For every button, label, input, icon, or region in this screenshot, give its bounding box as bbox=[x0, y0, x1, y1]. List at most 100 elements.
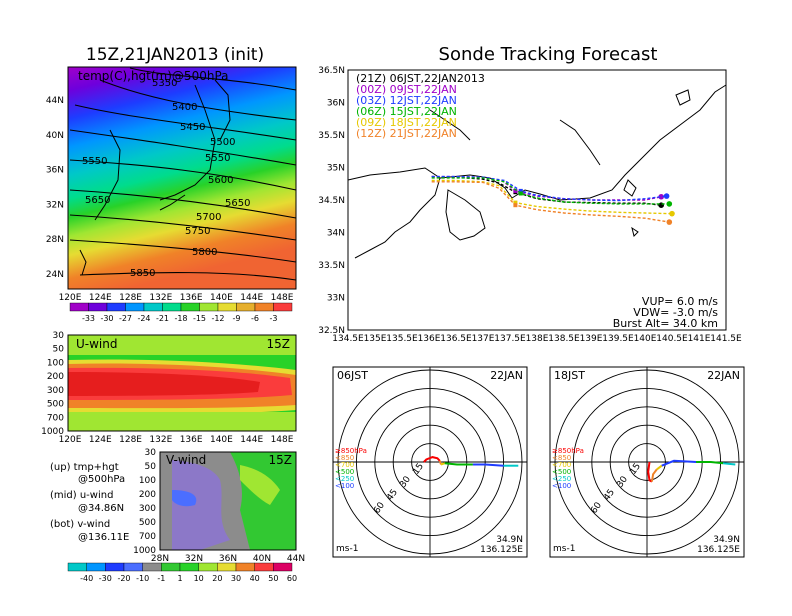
hodo-trace-segment bbox=[440, 462, 446, 466]
track-lon-tick: 135.5E bbox=[386, 334, 418, 344]
track-burst: Burst Alt= 34.0 km bbox=[613, 317, 718, 330]
map-lon-tick: 132E bbox=[149, 293, 172, 303]
temp-colorbar-label: -27 bbox=[119, 314, 132, 323]
temp-colorbar-label: -9 bbox=[233, 314, 241, 323]
wind-colorbar-swatch bbox=[235, 562, 255, 572]
contour-label: 5550 bbox=[82, 156, 107, 167]
track-burst-marker-03Z bbox=[518, 188, 523, 193]
hodo-lat: 34.9N bbox=[496, 535, 523, 545]
uwind-lon-tick: 136E bbox=[180, 435, 203, 445]
temp-colorbar-label: -18 bbox=[174, 314, 187, 323]
wind-colorbar-label: -30 bbox=[99, 574, 112, 583]
temp-colorbar-label: -15 bbox=[193, 314, 206, 323]
track-line-09Z bbox=[431, 179, 673, 215]
map-lat-tick: 28N bbox=[46, 235, 64, 245]
contour-label: 5400 bbox=[172, 102, 197, 113]
track-lon-tick: 139.5E bbox=[602, 334, 634, 344]
legend-bot: (bot) v-wind bbox=[50, 519, 110, 530]
track-lon-tick: 137E bbox=[472, 334, 495, 344]
track-lat-ticks: 36.5N 36N 35.5N 35N 34.5N 34N 33.5N 33N 32.5N bbox=[318, 66, 345, 336]
track-lat-tick: 33.5N bbox=[318, 261, 345, 271]
temp-colorbar-swatch bbox=[236, 302, 256, 312]
contour-label: 5350 bbox=[152, 78, 177, 89]
temp-colorbar-swatch bbox=[88, 302, 108, 312]
map-lat-tick: 36N bbox=[46, 166, 64, 176]
legend-up-level: @500hPa bbox=[78, 474, 125, 485]
uwind-pressure-tick: 50 bbox=[53, 345, 65, 355]
hodo-time: 06JST bbox=[337, 369, 368, 382]
uwind-pressure-tick: 500 bbox=[47, 400, 64, 410]
wind-colorbar-swatch bbox=[86, 562, 106, 572]
uwind-lon-tick: 124E bbox=[89, 435, 112, 445]
hodo-legend-entry: <700 bbox=[552, 461, 571, 469]
track-legend: (21Z) 06JST,22JAN2013(00Z) 09JST,22JAN(0… bbox=[356, 72, 485, 140]
track-lat-tick: 36N bbox=[327, 99, 345, 109]
vwind-lat-tick: 32N bbox=[185, 554, 203, 564]
wind-colorbar-label: -1 bbox=[157, 574, 165, 583]
wind-colorbar-swatch bbox=[123, 562, 143, 572]
contour-label: 5800 bbox=[192, 247, 217, 258]
uwind-lon-tick: 140E bbox=[210, 435, 233, 445]
temp-colorbar-swatch bbox=[199, 302, 219, 312]
uwind-time: 15Z bbox=[267, 337, 291, 351]
contour-label: 5450 bbox=[180, 122, 205, 133]
hodo-time: 18JST bbox=[554, 369, 585, 382]
temp-colorbar-label: -12 bbox=[211, 314, 224, 323]
track-burst-marker-00Z bbox=[513, 188, 518, 193]
hodo-trace-segment bbox=[650, 468, 658, 482]
contour-label: 5550 bbox=[205, 153, 230, 164]
wind-colorbar-label: 40 bbox=[250, 574, 260, 583]
hodo-trace-segment bbox=[444, 462, 473, 466]
contour-label: 5700 bbox=[196, 212, 221, 223]
uwind-label: U-wind bbox=[76, 337, 117, 351]
track-end-marker-06Z bbox=[666, 201, 673, 207]
track-lon-tick: 140.5E bbox=[656, 334, 688, 344]
coastlines bbox=[79, 79, 231, 276]
height-contours bbox=[69, 67, 297, 281]
vwind-pressure-tick: 300 bbox=[139, 504, 156, 514]
uwind-pressure-tick: 1000 bbox=[41, 427, 64, 437]
temp-colorbar-swatch bbox=[143, 302, 163, 312]
track-vup: VUP= 6.0 m/s bbox=[642, 295, 718, 308]
temp-colorbar-swatch bbox=[273, 302, 293, 312]
wind-colorbar-swatch bbox=[161, 562, 181, 572]
track-lat-tick: 32.5N bbox=[318, 326, 345, 336]
wind-colorbar-label: 20 bbox=[212, 574, 222, 583]
uwind-lon-ticks: 120E 124E 128E 132E 136E 140E 144E 148E bbox=[59, 435, 294, 445]
track-line-12Z bbox=[431, 181, 670, 223]
temp-colorbar-label: -33 bbox=[82, 314, 95, 323]
wind-colorbar-swatch bbox=[67, 562, 87, 572]
vwind-pressure-tick: 1000 bbox=[133, 546, 156, 556]
track-burst-marker-06Z bbox=[518, 191, 523, 196]
hodo-legend-entry: <500 bbox=[552, 468, 571, 476]
temp-colorbar-swatch bbox=[162, 302, 182, 312]
vwind-lat-ticks: 28N 32N 36N 40N 44N bbox=[151, 554, 305, 564]
contour-label: 5650 bbox=[85, 195, 110, 206]
uwind-pressure-ticks: 30 50 100 200 300 500 700 1000 bbox=[41, 331, 64, 437]
hodo-trace-segment bbox=[423, 456, 441, 463]
wind-colorbar-label: 50 bbox=[268, 574, 278, 583]
map-lat-ticks: 44N 40N 36N 32N 28N 24N bbox=[46, 96, 64, 280]
vwind-pressure-tick: 500 bbox=[139, 518, 156, 528]
wind-colorbar-swatch bbox=[254, 562, 274, 572]
map-lon-tick: 128E bbox=[119, 293, 142, 303]
track-end-marker-12Z bbox=[666, 219, 673, 225]
track-lon-tick: 141E bbox=[688, 334, 711, 344]
uwind-pressure-tick: 100 bbox=[47, 358, 64, 368]
wind-colorbar-label: 60 bbox=[287, 574, 297, 583]
contour-label: 5750 bbox=[185, 226, 210, 237]
map-lon-tick: 148E bbox=[271, 293, 294, 303]
temp-colorbar-swatch bbox=[180, 302, 200, 312]
map-500hpa: 5350 5400 5450 5500 5550 5550 5600 5650 5650 5700… bbox=[46, 66, 297, 323]
track-legend-entry: (21Z) 06JST,22JAN2013 bbox=[356, 72, 485, 85]
temperature-field bbox=[67, 66, 297, 290]
track-lon-tick: 135E bbox=[364, 334, 387, 344]
contour-label: 5650 bbox=[225, 198, 250, 209]
track-end-marker-09Z bbox=[669, 210, 675, 217]
hodo-trace-segment bbox=[722, 462, 736, 466]
track-end-marker-00Z bbox=[658, 193, 664, 200]
hodo-lon: 136.125E bbox=[697, 545, 740, 555]
